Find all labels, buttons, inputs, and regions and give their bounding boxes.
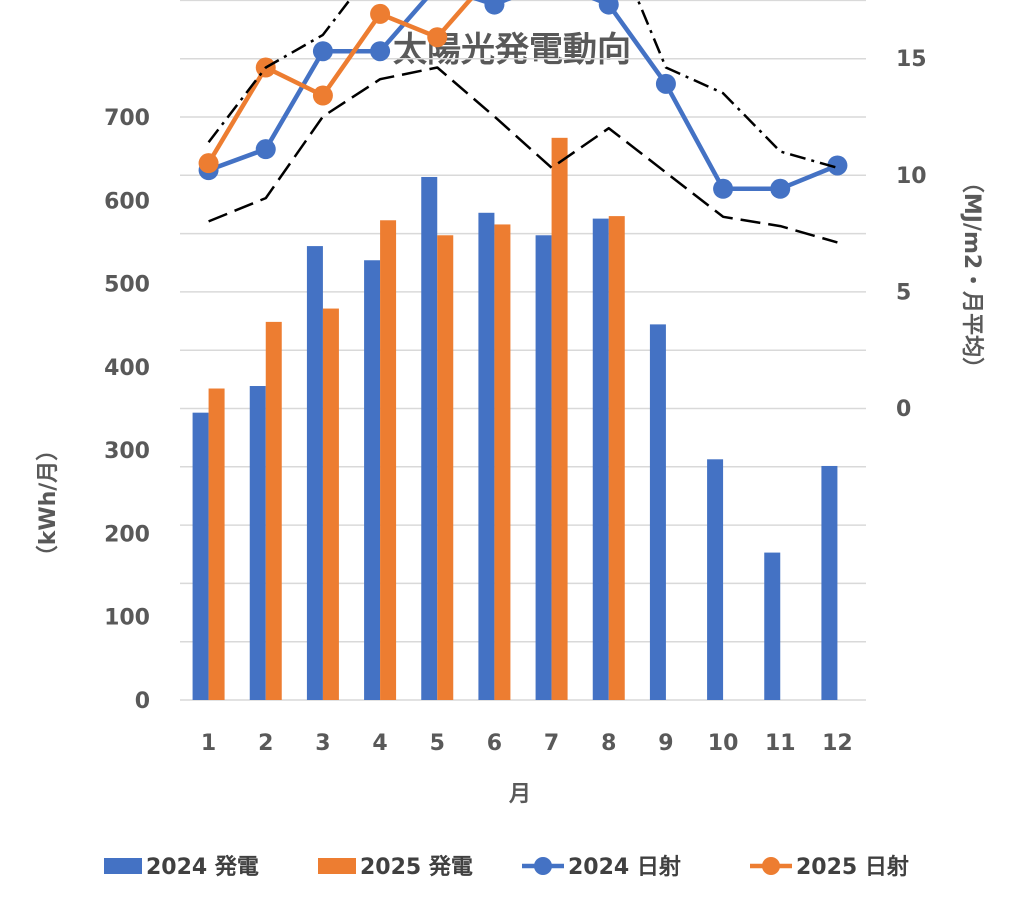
bar bbox=[478, 212, 495, 700]
bar bbox=[192, 412, 209, 700]
legend-label: 2025 発電 bbox=[360, 855, 473, 880]
line-point bbox=[312, 85, 333, 106]
bar bbox=[707, 459, 724, 700]
x-axis-label: 月 bbox=[508, 782, 531, 807]
line-point bbox=[198, 153, 219, 174]
bar bbox=[649, 324, 666, 700]
bar bbox=[208, 388, 225, 700]
legend-marker bbox=[534, 857, 552, 875]
x-tick-label: 2 bbox=[258, 731, 273, 756]
y-tick-label: 700 bbox=[104, 106, 150, 131]
x-tick-label: 10 bbox=[708, 731, 739, 756]
y2-axis-label: （MJ/m2・月平均） bbox=[959, 171, 985, 379]
x-tick-label: 9 bbox=[658, 731, 673, 756]
y-tick-label: 400 bbox=[104, 356, 150, 381]
y2-tick-label: 15 bbox=[896, 47, 927, 72]
bar bbox=[322, 308, 339, 700]
legend: 2024 発電 2025 発電 2024 日射 2025 日射 bbox=[104, 854, 909, 880]
y2-tick-label: 5 bbox=[896, 280, 911, 305]
bar bbox=[551, 137, 568, 701]
bar bbox=[535, 235, 552, 700]
legend-swatch bbox=[318, 858, 356, 874]
legend-label: 2025 日射 bbox=[796, 854, 909, 880]
x-tick-label: 6 bbox=[487, 731, 502, 756]
line-point bbox=[370, 3, 391, 24]
x-tick-label: 1 bbox=[201, 731, 216, 756]
x-tick-label: 5 bbox=[430, 731, 445, 756]
bar bbox=[437, 235, 454, 700]
bar bbox=[764, 552, 781, 700]
bar bbox=[494, 224, 511, 700]
bar bbox=[592, 218, 609, 700]
line-point bbox=[255, 139, 276, 160]
y-tick-label: 500 bbox=[104, 273, 150, 298]
line-point bbox=[713, 178, 734, 199]
x-tick-label: 7 bbox=[544, 731, 559, 756]
line-point bbox=[427, 27, 448, 48]
x-tick-label: 3 bbox=[315, 731, 330, 756]
legend-swatch bbox=[104, 858, 142, 874]
bar bbox=[249, 386, 266, 700]
y-axis-label: （kWh/月） bbox=[36, 439, 61, 568]
bars bbox=[192, 137, 838, 701]
line-point bbox=[770, 178, 791, 199]
bar bbox=[380, 220, 397, 700]
legend-marker bbox=[762, 857, 780, 875]
lines bbox=[198, 0, 848, 244]
line-point bbox=[312, 41, 333, 62]
bar bbox=[364, 260, 381, 700]
series-line bbox=[208, 66, 838, 244]
y2-tick-label: 10 bbox=[896, 164, 927, 189]
y-tick-label: 200 bbox=[104, 522, 150, 547]
y-tick-label: 0 bbox=[135, 689, 150, 714]
x-tick-label: 4 bbox=[372, 731, 387, 756]
bar bbox=[608, 216, 625, 701]
y-tick-label: 100 bbox=[104, 606, 150, 631]
series-line bbox=[207, 0, 838, 170]
bar bbox=[265, 321, 282, 700]
line-point bbox=[484, 0, 505, 15]
bar bbox=[306, 246, 323, 701]
tick-labels: 0100200300400500600700051015202512345678… bbox=[104, 47, 927, 756]
y-tick-label: 600 bbox=[104, 189, 150, 214]
bar bbox=[421, 176, 438, 701]
legend-label: 2024 日射 bbox=[568, 854, 681, 880]
line-point bbox=[655, 73, 676, 94]
x-tick-label: 8 bbox=[601, 731, 616, 756]
gridlines bbox=[180, 0, 866, 701]
legend-label: 2024 発電 bbox=[146, 855, 259, 880]
y2-tick-label: 0 bbox=[896, 397, 911, 422]
series-line bbox=[206, 0, 473, 165]
y-tick-label: 300 bbox=[104, 439, 150, 464]
line-point bbox=[827, 155, 848, 176]
series-line bbox=[207, 0, 839, 192]
line-point bbox=[598, 0, 619, 15]
x-tick-label: 12 bbox=[822, 731, 853, 756]
line-point bbox=[370, 41, 391, 62]
x-tick-label: 11 bbox=[765, 731, 796, 756]
bar bbox=[821, 465, 838, 700]
